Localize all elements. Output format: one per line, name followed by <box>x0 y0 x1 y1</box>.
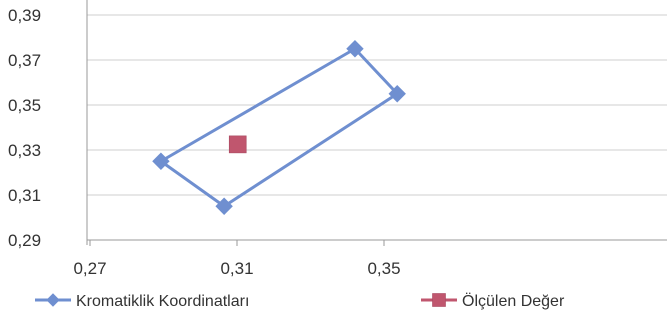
y-tick-label: 0,37 <box>8 51 41 70</box>
legend-label: Kromatiklik Koordinatları <box>76 293 249 310</box>
gridlines <box>87 14 667 196</box>
legend-marker-square <box>432 293 446 307</box>
y-tick-label: 0,39 <box>8 6 41 25</box>
legend-marker-diamond <box>46 293 60 307</box>
data-point-diamond <box>152 152 170 170</box>
y-tick-label: 0,33 <box>8 141 41 160</box>
legend: Kromatiklik Koordinatları Ölçülen Değer <box>35 292 565 310</box>
data-point-square <box>228 135 247 154</box>
data-point-diamond <box>346 40 364 58</box>
x-tick-label: 0,35 <box>367 259 400 278</box>
x-tick-label: 0,27 <box>73 259 106 278</box>
legend-label: Ölçülen Değer <box>462 292 565 310</box>
axes: 0,29 0,31 0,33 0,35 0,37 0,39 0,27 0,31 0,35 <box>8 0 667 278</box>
data-point-diamond <box>388 85 406 103</box>
x-tick-label: 0,31 <box>220 259 253 278</box>
y-tick-label: 0,29 <box>8 231 41 250</box>
y-tick-label: 0,31 <box>8 186 41 205</box>
plot-area <box>152 40 406 215</box>
data-point-diamond <box>215 197 233 215</box>
series-line <box>160 47 399 208</box>
y-tick-label: 0,35 <box>8 96 41 115</box>
